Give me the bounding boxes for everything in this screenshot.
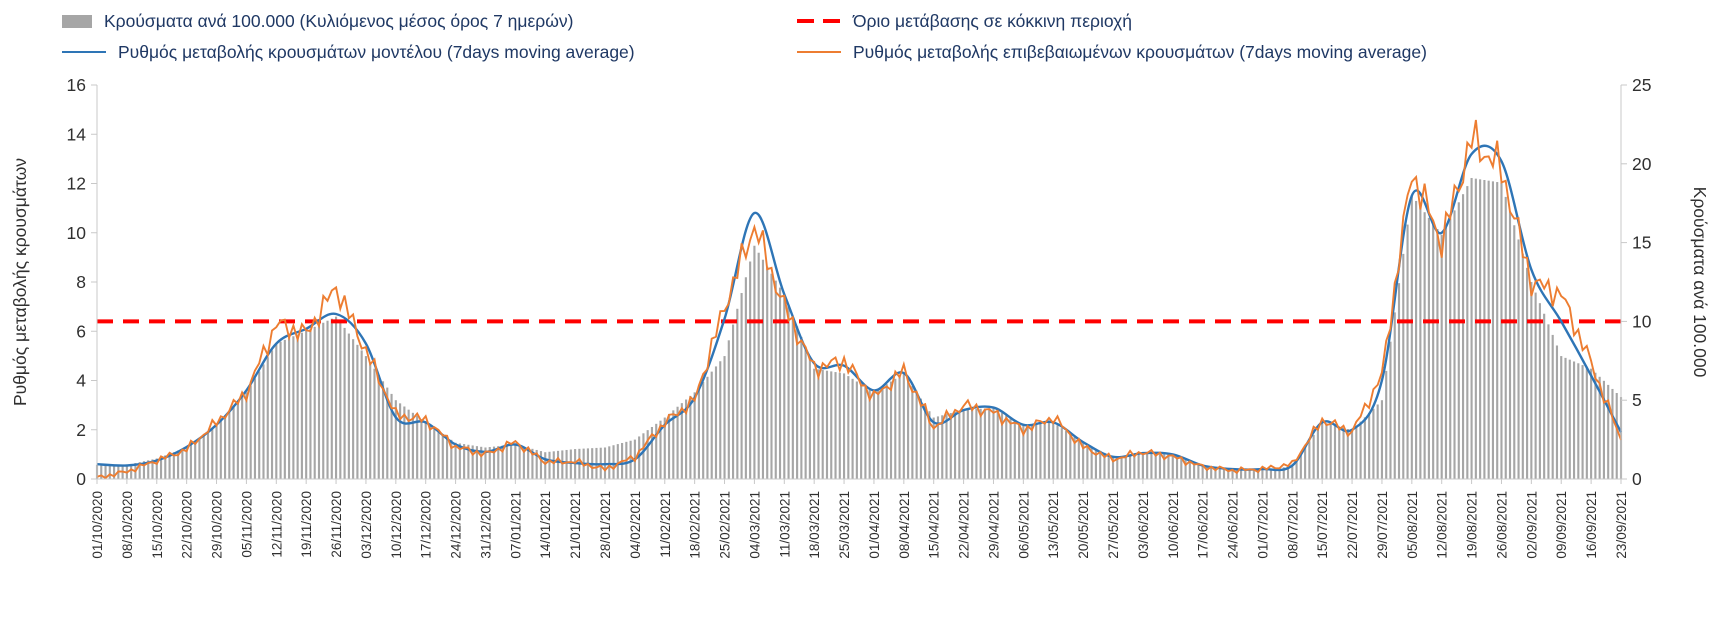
axes-group: 0 2 4 6 8 10 12 14 16 0 5 10 15 20 25 Ρυθμός μεταβολής …: [10, 75, 1710, 489]
svg-text:03/12/2020: 03/12/2020: [359, 491, 374, 559]
svg-text:0: 0: [1632, 469, 1642, 489]
svg-text:2: 2: [76, 420, 86, 440]
svg-text:6: 6: [76, 321, 86, 341]
cases-bar-swatch-icon: [62, 14, 92, 28]
svg-text:29/10/2020: 29/10/2020: [210, 491, 225, 559]
svg-text:13/05/2021: 13/05/2021: [1046, 491, 1061, 559]
svg-text:26/11/2020: 26/11/2020: [329, 491, 344, 558]
svg-text:29/04/2021: 29/04/2021: [986, 491, 1001, 559]
legend-item-model-rate: Ρυθμός μεταβολής κρουσμάτων μοντέλου (7d…: [62, 41, 797, 63]
svg-text:04/03/2021: 04/03/2021: [747, 491, 762, 559]
svg-text:26/08/2021: 26/08/2021: [1494, 491, 1509, 559]
svg-text:25/02/2021: 25/02/2021: [718, 491, 733, 559]
svg-text:09/09/2021: 09/09/2021: [1554, 491, 1569, 559]
svg-text:10: 10: [1632, 311, 1652, 331]
confirmed-line: [96, 119, 1622, 480]
svg-text:19/08/2021: 19/08/2021: [1465, 491, 1480, 559]
svg-text:14: 14: [67, 124, 87, 144]
svg-text:01/07/2021: 01/07/2021: [1255, 491, 1270, 559]
legend-label-red-threshold: Όριο μετάβασης σε κόκκινη περιοχή: [853, 11, 1133, 31]
svg-text:4: 4: [76, 371, 86, 391]
legend-label-model-rate: Ρυθμός μεταβολής κρουσμάτων μοντέλου (7d…: [118, 42, 635, 62]
svg-text:27/05/2021: 27/05/2021: [1106, 491, 1121, 559]
svg-text:04/02/2021: 04/02/2021: [628, 491, 643, 559]
svg-text:17/06/2021: 17/06/2021: [1196, 491, 1211, 559]
svg-text:16: 16: [67, 75, 86, 95]
left-axis-title: Ρυθμός μεταβολής κρουσμάτων: [10, 158, 30, 406]
svg-text:14/01/2021: 14/01/2021: [538, 491, 553, 559]
svg-text:31/12/2020: 31/12/2020: [478, 491, 493, 559]
threshold-dash-icon: [797, 19, 841, 23]
svg-text:08/10/2020: 08/10/2020: [120, 491, 135, 559]
svg-text:02/09/2021: 02/09/2021: [1524, 491, 1539, 559]
confirmed-line-icon: [797, 50, 841, 54]
svg-text:05/11/2020: 05/11/2020: [239, 491, 254, 558]
svg-text:06/05/2021: 06/05/2021: [1016, 491, 1031, 559]
svg-text:12: 12: [67, 174, 86, 194]
model-line-icon: [62, 50, 106, 54]
svg-text:07/01/2021: 07/01/2021: [508, 491, 523, 559]
svg-text:12/08/2021: 12/08/2021: [1435, 491, 1450, 559]
svg-text:22/07/2021: 22/07/2021: [1345, 491, 1360, 559]
right-axis-title: Κρούσματα ανά 100.000: [1690, 187, 1710, 378]
svg-text:10/06/2021: 10/06/2021: [1166, 491, 1181, 559]
svg-text:12/11/2020: 12/11/2020: [269, 491, 284, 558]
svg-text:15: 15: [1632, 233, 1651, 253]
legend-item-confirmed-rate: Ρυθμός μεταβολής επιβεβαιωμένων κρουσμάτ…: [797, 41, 1712, 63]
x-axis-labels: 01/10/2020 08/10/2020 15/10/2020 22/10/2020…: [90, 479, 1629, 559]
legend-item-red-threshold: Όριο μετάβασης σε κόκκινη περιοχή: [797, 10, 1712, 32]
svg-text:28/01/2021: 28/01/2021: [598, 491, 613, 559]
svg-text:17/12/2020: 17/12/2020: [419, 491, 434, 559]
svg-text:15/04/2021: 15/04/2021: [927, 491, 942, 559]
svg-text:23/09/2021: 23/09/2021: [1614, 491, 1629, 559]
svg-text:10/12/2020: 10/12/2020: [389, 491, 404, 559]
legend-label-confirmed-rate: Ρυθμός μεταβολής επιβεβαιωμένων κρουσμάτ…: [853, 42, 1427, 62]
svg-text:16/09/2021: 16/09/2021: [1584, 491, 1599, 559]
svg-text:01/10/2020: 01/10/2020: [90, 491, 105, 559]
svg-text:19/11/2020: 19/11/2020: [299, 491, 314, 558]
svg-text:18/02/2021: 18/02/2021: [688, 491, 703, 559]
svg-text:22/10/2020: 22/10/2020: [180, 491, 195, 559]
svg-text:24/12/2020: 24/12/2020: [449, 491, 464, 559]
svg-text:15/10/2020: 15/10/2020: [150, 491, 165, 559]
svg-text:5: 5: [1632, 390, 1642, 410]
svg-text:22/04/2021: 22/04/2021: [957, 491, 972, 559]
bars-group: [95, 177, 1623, 480]
svg-text:05/08/2021: 05/08/2021: [1405, 491, 1420, 559]
svg-text:8: 8: [76, 272, 86, 292]
chart-legend: Κρούσματα ανά 100.000 (Κυλιόμενος μέσος …: [0, 0, 1712, 65]
legend-item-cases-per-100k: Κρούσματα ανά 100.000 (Κυλιόμενος μέσος …: [62, 10, 797, 32]
svg-text:20/05/2021: 20/05/2021: [1076, 491, 1091, 559]
svg-text:0: 0: [76, 469, 86, 489]
chart-svg: 0 2 4 6 8 10 12 14 16 0 5 10 15 20 25 Ρυθμός μεταβολής …: [10, 75, 1710, 559]
svg-text:21/01/2021: 21/01/2021: [568, 491, 583, 559]
svg-text:25: 25: [1632, 75, 1651, 95]
svg-text:03/06/2021: 03/06/2021: [1136, 491, 1151, 559]
svg-text:10: 10: [67, 223, 87, 243]
svg-text:08/07/2021: 08/07/2021: [1285, 491, 1300, 559]
svg-text:11/03/2021: 11/03/2021: [777, 491, 792, 558]
svg-text:08/04/2021: 08/04/2021: [897, 491, 912, 559]
svg-text:15/07/2021: 15/07/2021: [1315, 491, 1330, 559]
svg-text:29/07/2021: 29/07/2021: [1375, 491, 1390, 559]
svg-text:20: 20: [1632, 154, 1652, 174]
svg-text:24/06/2021: 24/06/2021: [1226, 491, 1241, 559]
svg-text:01/04/2021: 01/04/2021: [867, 491, 882, 559]
svg-text:11/02/2021: 11/02/2021: [658, 491, 673, 558]
svg-text:18/03/2021: 18/03/2021: [807, 491, 822, 559]
legend-label-cases-per-100k: Κρούσματα ανά 100.000 (Κυλιόμενος μέσος …: [104, 11, 574, 31]
svg-text:25/03/2021: 25/03/2021: [837, 491, 852, 559]
